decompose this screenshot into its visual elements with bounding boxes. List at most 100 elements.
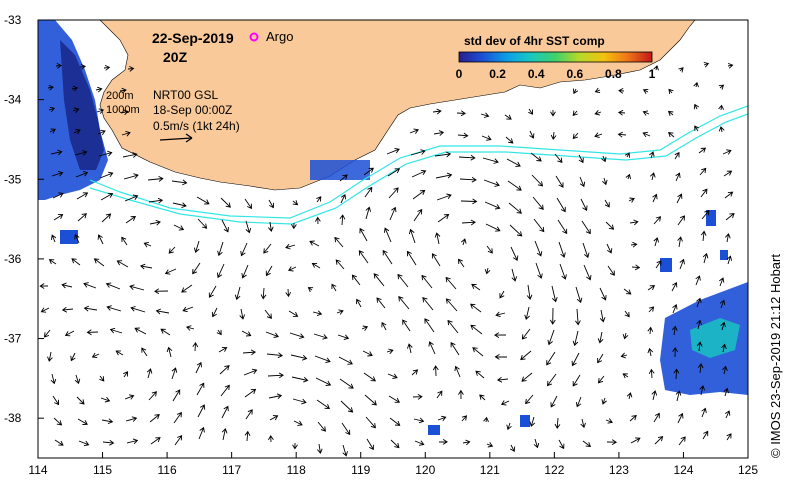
current-vector-arrow (220, 197, 231, 208)
current-vector-arrow (407, 250, 417, 266)
current-vector-arrow (397, 273, 409, 288)
current-vector-arrow (331, 283, 337, 292)
current-vector-arrow (291, 376, 309, 383)
current-vector-arrow (99, 375, 105, 382)
current-vector-arrow (653, 237, 660, 247)
current-vector-arrow (649, 172, 656, 181)
current-vector-arrow (718, 104, 725, 111)
current-vector-arrow (106, 305, 122, 312)
current-vector-arrow (678, 67, 684, 73)
current-vector-arrow (678, 436, 686, 446)
current-vector-arrow (462, 439, 471, 446)
current-vector-arrow (472, 347, 484, 357)
current-vector-arrow (76, 192, 89, 200)
current-vector-arrow (216, 329, 222, 336)
current-vector-arrow (208, 285, 217, 298)
current-vector-arrow (185, 325, 195, 331)
current-vector-arrow (718, 126, 725, 133)
current-vector-arrow (120, 109, 129, 116)
sst-speck (660, 258, 672, 272)
current-vector-arrow (268, 199, 275, 209)
sst-std-patches (38, 20, 748, 435)
current-vector-arrow (376, 297, 386, 309)
current-vector-arrow (699, 385, 706, 396)
current-vector-arrow (196, 196, 210, 205)
current-vector-arrow (234, 286, 241, 301)
current-vector-arrow (623, 288, 632, 295)
current-vector-arrow (529, 130, 535, 139)
current-vector-arrow (149, 219, 161, 226)
current-vector-arrow (649, 151, 655, 159)
current-vector-arrow (698, 147, 707, 154)
current-vector-arrow (581, 220, 591, 235)
current-vector-arrow (260, 287, 267, 300)
current-vector-arrow (483, 416, 489, 423)
current-vector-arrow (53, 417, 63, 426)
current-vector-arrow (597, 353, 604, 364)
current-vector-arrow (221, 219, 229, 233)
current-vector-arrow (719, 277, 725, 287)
colorbar-tick-label: 0 (456, 67, 463, 81)
current-vector-arrow (50, 149, 63, 156)
current-vector-arrow (421, 274, 433, 289)
current-vector-arrow (168, 246, 176, 254)
current-vector-arrow (221, 405, 229, 419)
current-vector-arrow (558, 241, 566, 258)
current-vector-arrow (99, 171, 114, 179)
current-vector-arrow (411, 169, 427, 178)
current-vector-arrow (604, 199, 610, 208)
current-vector-arrow (268, 393, 283, 400)
current-vector-arrow (126, 438, 139, 445)
current-vector-arrow (447, 319, 459, 334)
current-vector-arrow (651, 390, 658, 401)
current-vector-arrow (124, 194, 139, 202)
current-vector-arrow (580, 198, 588, 211)
current-vector-arrow (628, 197, 635, 203)
current-vector-arrow (362, 350, 373, 357)
current-vector-arrow (78, 440, 90, 447)
current-vector-arrow (700, 230, 707, 242)
current-vector-arrow (50, 373, 57, 385)
lon-tick-label: 116 (158, 463, 177, 477)
current-vector-arrow (115, 350, 124, 356)
current-vector-arrow (724, 191, 734, 199)
current-vector-arrow (575, 286, 583, 304)
current-vector-arrow (594, 87, 601, 94)
current-vector-arrow (571, 352, 580, 367)
current-vector-arrow (630, 437, 641, 444)
current-vector-arrow (701, 209, 710, 220)
current-vector-arrow (70, 352, 76, 362)
current-vector-arrow (77, 418, 88, 425)
current-vector-arrow (337, 334, 350, 340)
current-vector-arrow (311, 262, 321, 269)
current-vector-arrow (718, 84, 725, 90)
current-vector-arrow (74, 374, 81, 385)
current-vector-arrow (647, 326, 654, 335)
current-vector-arrow (648, 368, 655, 379)
current-vector-arrow (91, 352, 100, 359)
current-vector-arrow (95, 86, 103, 93)
current-vector-arrow (575, 396, 582, 408)
current-vector-arrow (556, 197, 566, 213)
current-vector-arrow (509, 224, 523, 237)
current-vector-arrow (652, 193, 658, 203)
current-vector-arrow (241, 264, 249, 279)
argo-marker (249, 32, 259, 42)
current-vector-arrow (424, 318, 435, 333)
current-vector-arrow (314, 355, 331, 364)
imos-credit: © IMOS 23-Sep-2019 21:12 Hobart (768, 254, 783, 458)
current-vector-arrow (726, 255, 733, 265)
current-vector-arrow (389, 417, 401, 426)
current-vector-arrow (121, 130, 131, 137)
current-vector-arrow (96, 108, 105, 114)
current-vector-arrow (531, 174, 544, 187)
current-vector-arrow (244, 430, 251, 442)
current-vector-arrow (315, 377, 332, 386)
current-vector-arrow (624, 152, 630, 158)
lon-tick-label: 122 (544, 463, 564, 477)
current-vector-arrow (77, 213, 87, 222)
sst-speck (310, 160, 370, 180)
current-vector-arrow (668, 131, 675, 138)
current-vector-arrow (171, 367, 178, 380)
current-vector-arrow (671, 281, 678, 292)
